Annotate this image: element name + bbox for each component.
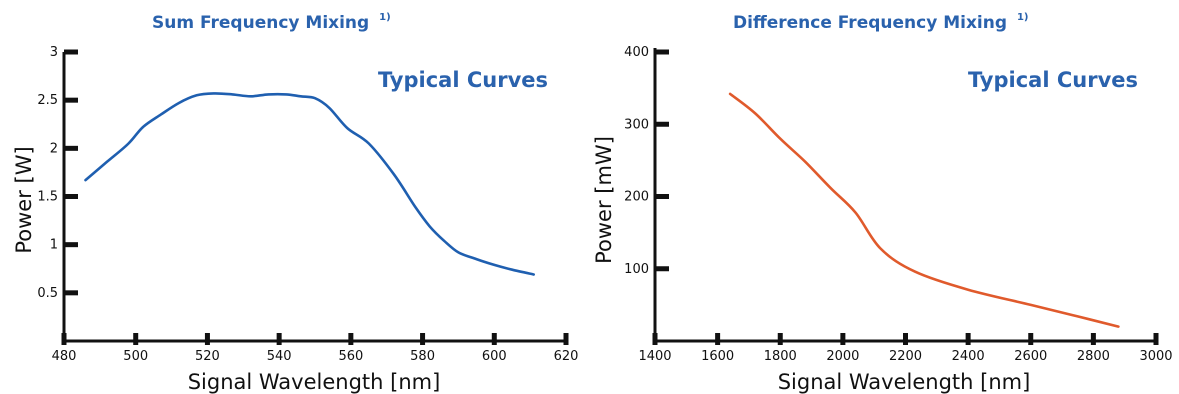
- dfm-x-tick-mark: [715, 333, 721, 345]
- dfm-x-tick-label: 2400: [952, 349, 985, 364]
- dfm-ticks: 1400 1600 1800 2000 2200 2400 2600 2800 3000 100 2…: [624, 45, 1172, 364]
- dfm-x-tick-mark: [965, 333, 971, 345]
- sfm-x-tick-mark: [276, 333, 282, 345]
- dfm-x-tick-mark: [903, 333, 908, 345]
- dfm-x-tick-label: 2200: [889, 349, 922, 364]
- dfm-x-tick-label: 1400: [638, 349, 671, 364]
- sfm-x-tick-label: 600: [482, 349, 507, 364]
- sfm-x-tick-mark: [491, 333, 497, 345]
- sfm-title-footnote: 1): [379, 12, 391, 23]
- dfm-x-tick-label: 2000: [826, 349, 859, 364]
- sfm-y-tick-label: 3: [50, 45, 58, 60]
- dfm-title: Difference Frequency Mixing 1): [733, 12, 1028, 33]
- dfm-x-tick-mark: [1090, 333, 1096, 345]
- sfm-y-tick-mark: [64, 97, 78, 103]
- dfm-annotation: Typical Curves: [968, 68, 1138, 92]
- sfm-y-tick-label: 2: [50, 141, 58, 156]
- sfm-ticks: 480 500 520 540 560 580 600 620 0.5 1 1.5 2 2.5 3: [37, 45, 578, 364]
- sfm-x-label: Signal Wavelength [nm]: [188, 370, 441, 394]
- dfm-chart: Difference Frequency Mixing 1) Typical C…: [592, 12, 1173, 394]
- dfm-y-tick-mark: [655, 194, 669, 199]
- dfm-x-tick-mark: [1153, 333, 1159, 345]
- sfm-series-line: [84, 92, 535, 276]
- dfm-y-label: Power [mW]: [592, 136, 616, 264]
- dfm-x-tick-label: 2800: [1077, 349, 1110, 364]
- dfm-x-tick-mark: [1028, 333, 1034, 345]
- sfm-y-tick-label: 1.5: [37, 190, 58, 205]
- sfm-y-tick-label: 0.5: [37, 286, 58, 301]
- sfm-y-tick-mark: [64, 194, 78, 199]
- dfm-x-tick-mark: [777, 333, 783, 345]
- dfm-y-tick-mark: [655, 266, 669, 272]
- dfm-x-label: Signal Wavelength [nm]: [778, 370, 1031, 394]
- sfm-y-label: Power [W]: [12, 146, 36, 253]
- sfm-annotation: Typical Curves: [378, 68, 548, 92]
- dfm-y-tick-label: 400: [624, 45, 649, 60]
- sfm-x-tick-mark: [348, 333, 354, 345]
- sfm-x-tick-label: 500: [123, 349, 148, 364]
- dfm-y-tick-mark: [655, 121, 669, 127]
- dfm-title-footnote: 1): [1017, 12, 1029, 23]
- dfm-y-tick-label: 200: [624, 190, 649, 205]
- dfm-x-tick-mark: [840, 333, 846, 345]
- sfm-y-tick-label: 1: [50, 238, 58, 253]
- sfm-y-tick-mark: [64, 290, 78, 296]
- dfm-x-tick-label: 2600: [1014, 349, 1047, 364]
- sfm-y-tick-mark: [64, 49, 78, 55]
- sfm-x-tick-label: 560: [338, 349, 363, 364]
- sfm-x-tick-mark: [204, 333, 210, 345]
- dfm-y-tick-mark: [655, 49, 669, 55]
- dfm-title-text: Difference Frequency Mixing: [733, 13, 1007, 33]
- sfm-x-tick-label: 520: [195, 349, 220, 364]
- sfm-title-text: Sum Frequency Mixing: [152, 13, 369, 33]
- sfm-chart: Sum Frequency Mixing 1) Typical Curves 4…: [12, 12, 578, 394]
- sfm-x-tick-mark: [133, 333, 139, 345]
- sfm-x-tick-mark: [420, 333, 426, 345]
- sfm-x-tick-mark: [563, 333, 569, 345]
- sfm-x-tick-mark: [61, 333, 67, 345]
- dfm-x-tick-label: 3000: [1139, 349, 1172, 364]
- sfm-x-tick-label: 480: [52, 349, 77, 364]
- dfm-y-tick-label: 100: [624, 262, 649, 277]
- sfm-x-tick-label: 540: [267, 349, 292, 364]
- sfm-x-tick-label: 580: [410, 349, 435, 364]
- dfm-x-tick-mark: [652, 333, 658, 345]
- sfm-title: Sum Frequency Mixing 1): [152, 12, 391, 33]
- dfm-x-tick-label: 1800: [764, 349, 797, 364]
- sfm-y-tick-label: 2.5: [37, 93, 58, 108]
- dfm-x-tick-label: 1600: [701, 349, 734, 364]
- sfm-x-tick-label: 620: [554, 349, 579, 364]
- dfm-series-line: [728, 92, 1120, 328]
- sfm-y-tick-mark: [64, 145, 78, 151]
- sfm-y-tick-mark: [64, 242, 78, 248]
- dfm-y-tick-label: 300: [624, 117, 649, 132]
